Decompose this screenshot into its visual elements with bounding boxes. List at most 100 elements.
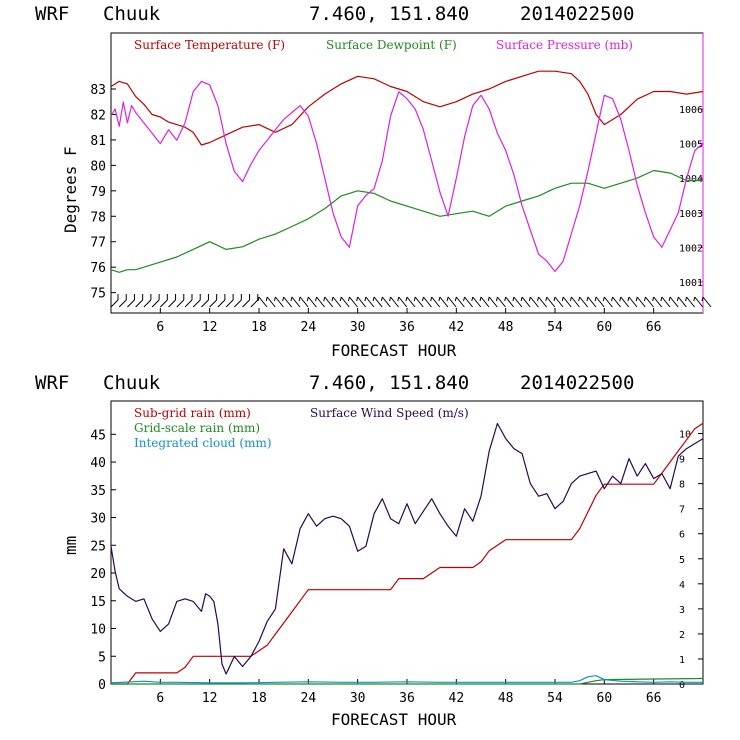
grid-scale-rain-line [111,677,704,685]
wind-barb [151,294,160,308]
wind-barb [553,296,564,308]
panel1-model: WRF [35,3,69,25]
panel2-init-time: 2014022500 [520,372,634,394]
panel1-legend: Surface Temperature (F) Surface Dewpoint… [134,38,633,52]
wind-barb [356,296,367,308]
panel2-y2-tick-label: 7 [679,505,685,516]
panel2-x-axis-label: FORECAST HOUR [331,710,457,729]
panel1-y-tick-label: 79 [90,185,106,200]
panel1-series [110,70,704,273]
panel2-x-tick-label: 60 [597,691,613,706]
panel2-y2-tick-label: 9 [679,455,685,466]
panel2-x-tick-label: 48 [498,691,514,706]
panel1-x-tick-label: 36 [399,320,415,335]
wind-barb [504,296,515,308]
wind-barb [454,296,465,308]
panel2-station: Chuuk [103,372,161,394]
wind-barb [298,296,309,308]
panel1-x-tick-label: 60 [597,320,613,335]
legend-gridscale-rain: Grid-scale rain (mm) [134,421,260,435]
panel1-y-tick-label: 75 [90,287,106,302]
wind-barb [635,296,646,308]
wind-barb [306,296,317,308]
panel1-y2-tick-label: 1005 [679,140,703,151]
panel1-x-tick-label: 66 [646,320,662,335]
wind-barb [282,296,293,308]
panel2-x-tick-label: 66 [646,691,662,706]
wind-barb [364,296,375,308]
panel2-y2-tick-label: 3 [679,605,685,616]
surface-temperature-line [110,70,704,146]
panel1-y-tick-label: 82 [90,108,106,123]
panel2-y2-tick-label: 8 [679,480,685,491]
panel1-station: Chuuk [103,3,161,25]
wind-barb [479,296,490,308]
wind-barb [569,296,580,308]
wind-barb [397,296,408,308]
wind-barb [652,296,663,308]
panel1-x-tick-label: 30 [350,320,366,335]
wind-barb [250,294,259,308]
wind-barb [233,294,242,308]
panel2-y2-tick-label: 2 [679,630,685,641]
panel1-header: WRF Chuuk 7.460, 151.840 2014022500 [35,3,634,25]
surface-pressure-line [110,80,704,273]
panel2-x-tick-label: 24 [301,691,317,706]
wind-barb [257,296,268,308]
legend-surface-temperature: Surface Temperature (F) [134,38,285,52]
panel2-axes: 6 12 18 24 30 36 42 48 54 60 660510152025303540450… [90,428,703,706]
panel2-model: WRF [35,372,69,394]
wind-barb [339,296,350,308]
wind-barb [225,294,234,308]
wind-barb [463,296,473,308]
wind-barb [380,296,391,308]
panel2-y-tick-label: 20 [90,567,106,582]
wind-barb [265,296,276,308]
panel1-y-tick-label: 81 [90,134,106,149]
wind-barb [421,296,432,308]
panel2-y-tick-label: 30 [90,512,106,527]
panel1-y-tick-label: 78 [90,210,106,225]
panel2-y2-tick-label: 0 [679,680,685,691]
wind-barb [110,294,119,308]
panel2-y2-tick-label: 5 [679,555,685,566]
panel1-y-tick-label: 80 [90,159,106,174]
panel1-y2-tick-label: 1006 [679,105,703,116]
panel2-x-tick-label: 6 [156,691,164,706]
wind-barb [430,296,441,308]
wind-barb [668,296,679,308]
panel2-y-axis-label: mm [61,536,80,555]
panel1-x-axis-label: FORECAST HOUR [331,341,457,360]
wind-barb [242,294,251,308]
surface-wind-speed-line [110,422,704,675]
wind-barb [273,296,284,308]
panel1-x-tick-label: 42 [449,320,465,335]
wind-barb [578,296,589,308]
panel1-x-tick-label: 12 [202,320,218,335]
panel1-x-tick-label: 54 [547,320,563,335]
panel1-y-tick-label: 77 [90,236,106,251]
legend-surface-wind-speed: Surface Wind Speed (m/s) [310,406,469,420]
surface-dewpoint-line [110,169,703,273]
wind-barb [405,296,416,308]
legend-subgrid-rain: Sub-grid rain (mm) [134,406,251,420]
wind-barb [372,296,383,308]
wind-barb [619,296,630,308]
wind-barb [520,296,531,308]
wind-barb [127,294,135,308]
wind-barb [201,294,209,308]
panel2-y2-tick-label: 6 [679,530,685,541]
panel2-y-tick-label: 15 [90,595,106,610]
panel2-y2-tick-label: 1 [679,655,685,666]
panel1-x-tick-label: 6 [156,320,164,335]
panel2-x-tick-label: 18 [251,691,267,706]
panel1-y2-tick-label: 1004 [679,174,703,185]
wind-barb [135,294,144,308]
panel2-series [110,422,704,685]
legend-integrated-cloud: Integrated cloud (mm) [134,436,272,450]
panel1-x-tick-label: 48 [498,320,514,335]
panel2-coords: 7.460, 151.840 [309,372,469,394]
wind-barb [118,294,127,308]
wind-barb [168,294,177,308]
